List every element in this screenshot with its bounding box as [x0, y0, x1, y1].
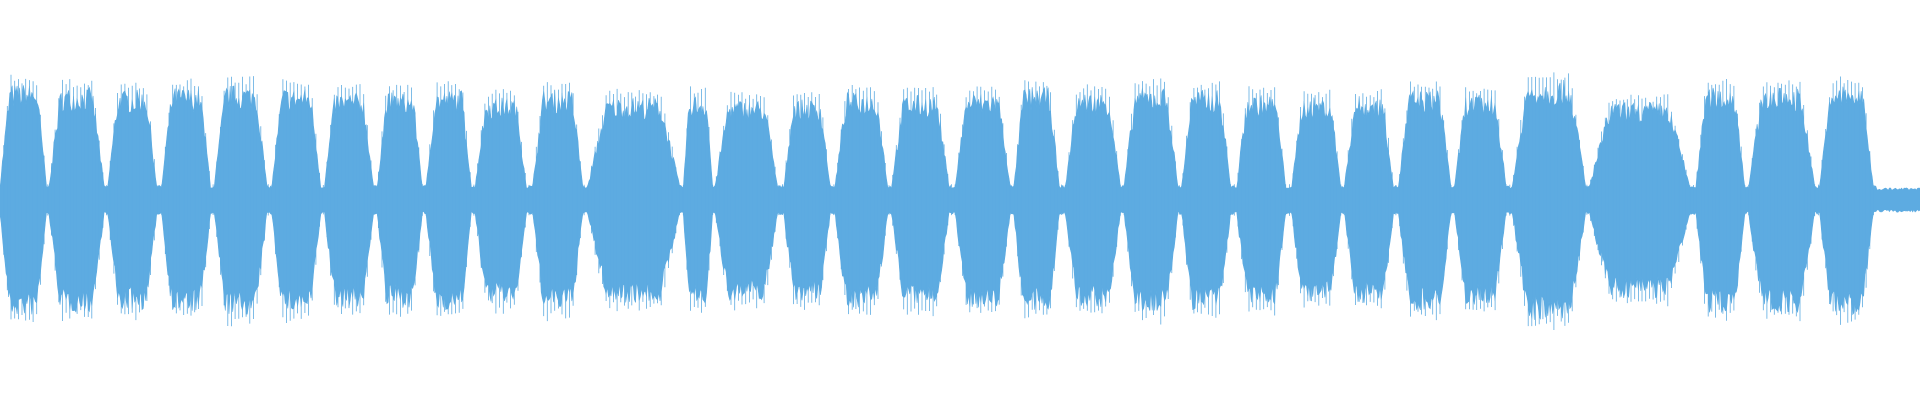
waveform-spikes: [0, 72, 1874, 330]
